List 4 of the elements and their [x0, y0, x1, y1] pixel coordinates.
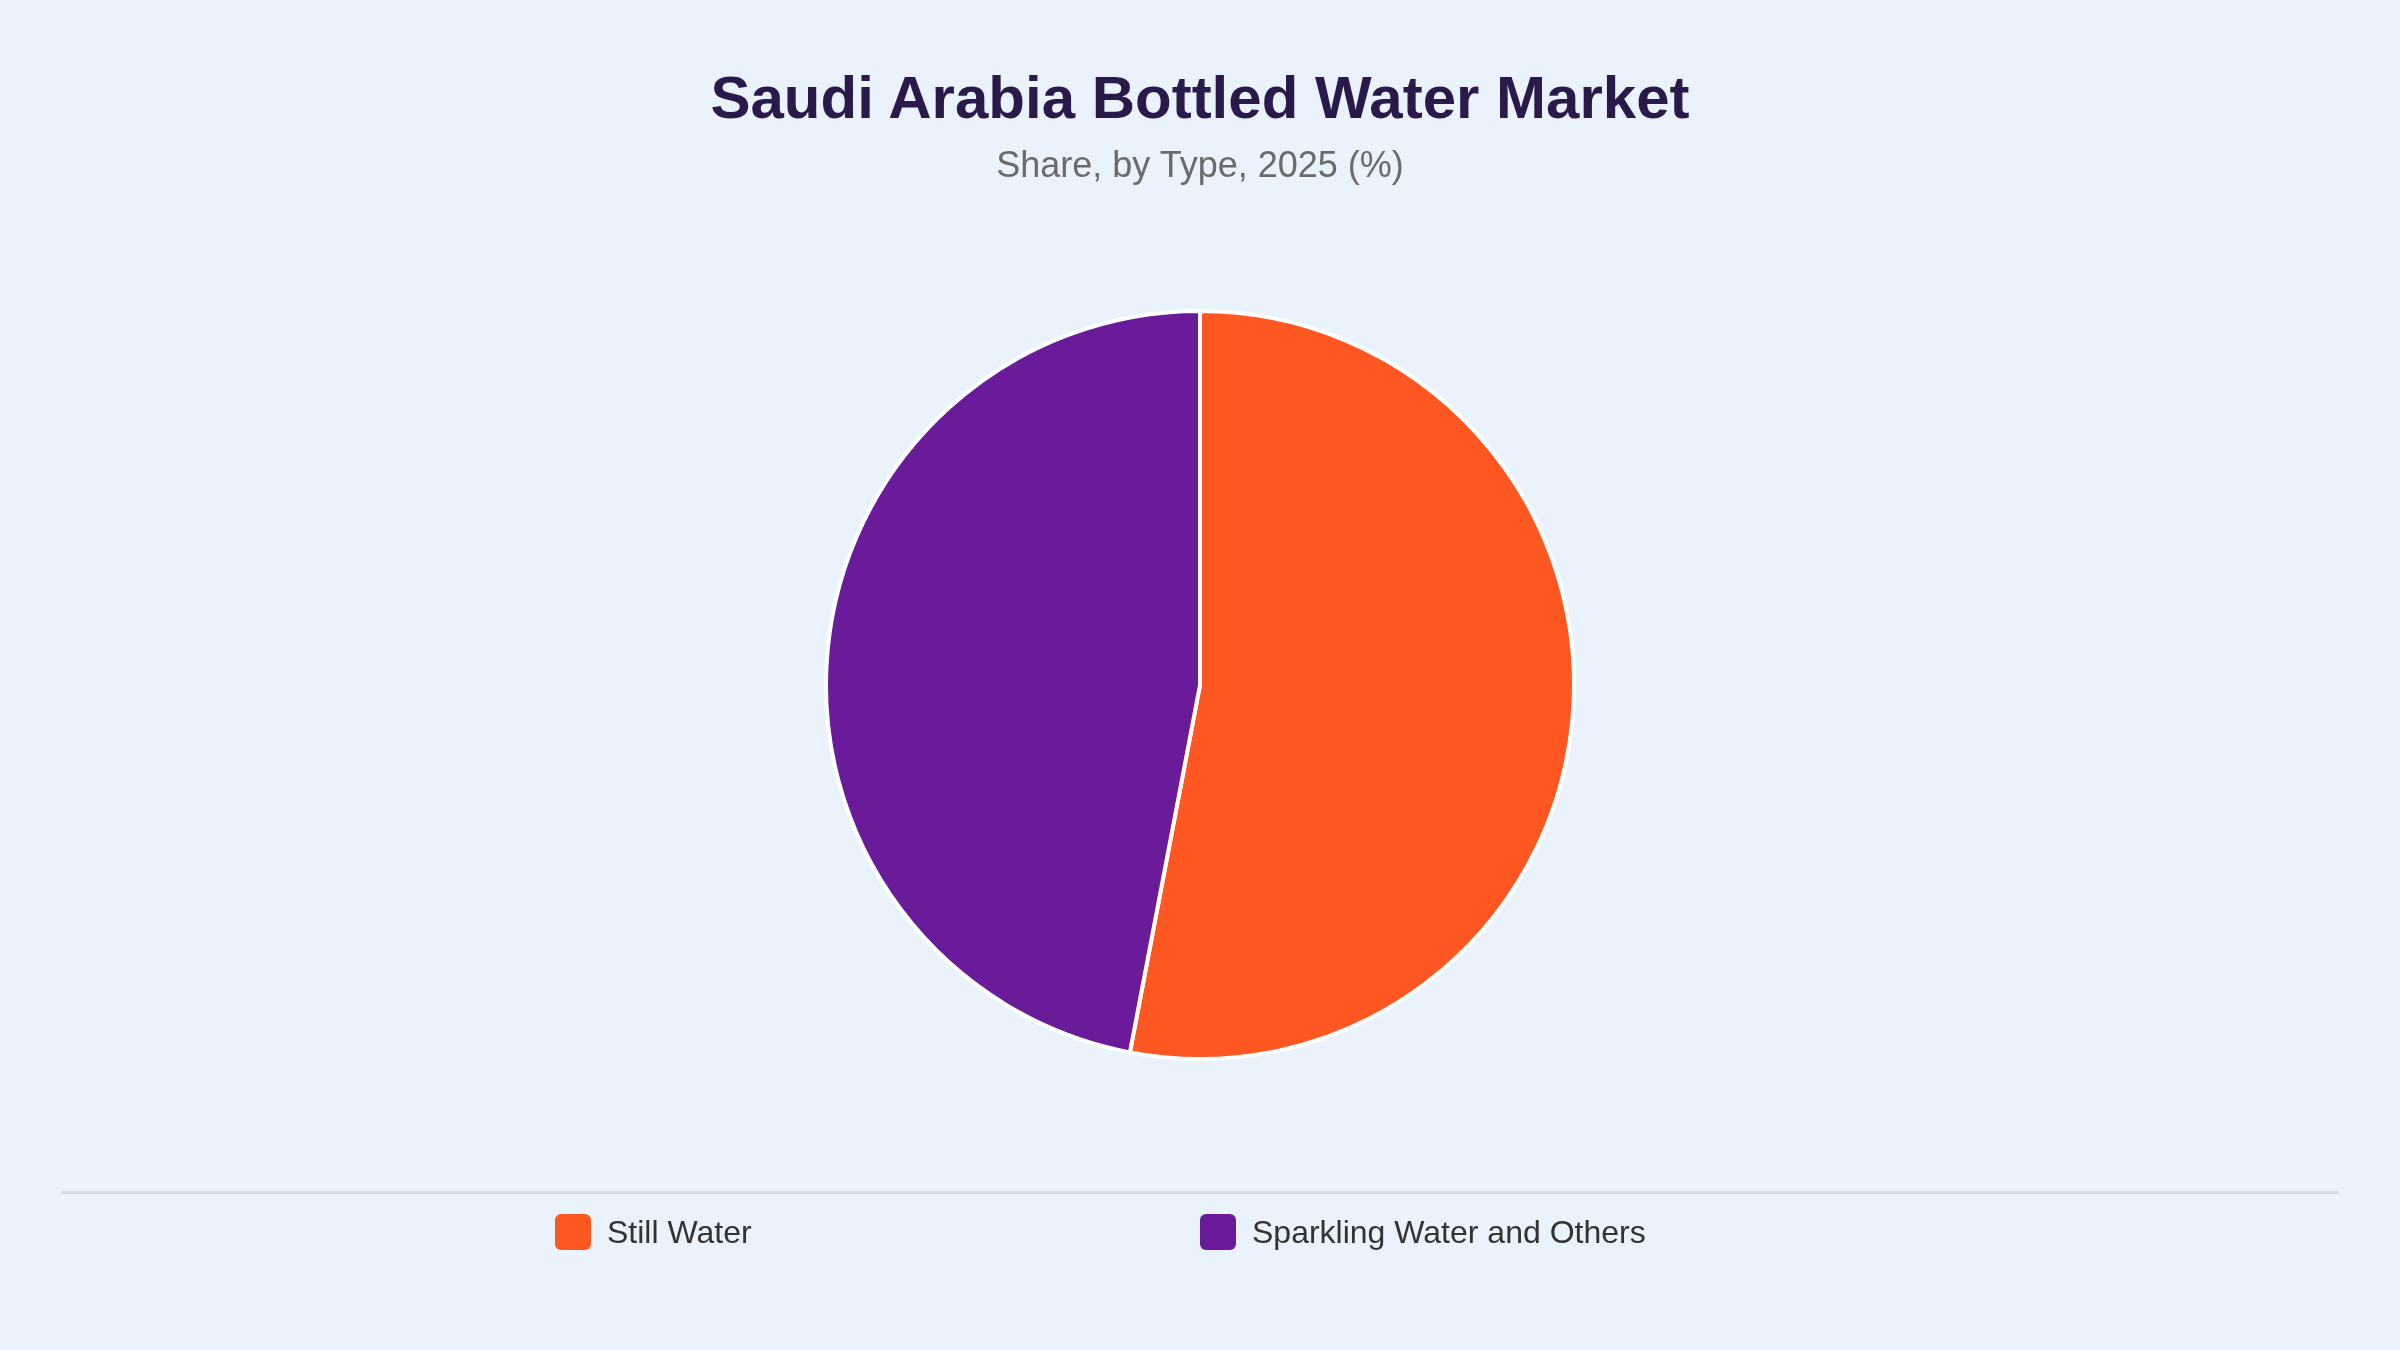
legend-label: Still Water [607, 1213, 752, 1251]
chart-title: Saudi Arabia Bottled Water Market [709, 63, 1691, 133]
legend-label: Sparkling Water and Others [1252, 1213, 1646, 1251]
chart-subtitle: Share, by Type, 2025 (%) [995, 143, 1405, 187]
